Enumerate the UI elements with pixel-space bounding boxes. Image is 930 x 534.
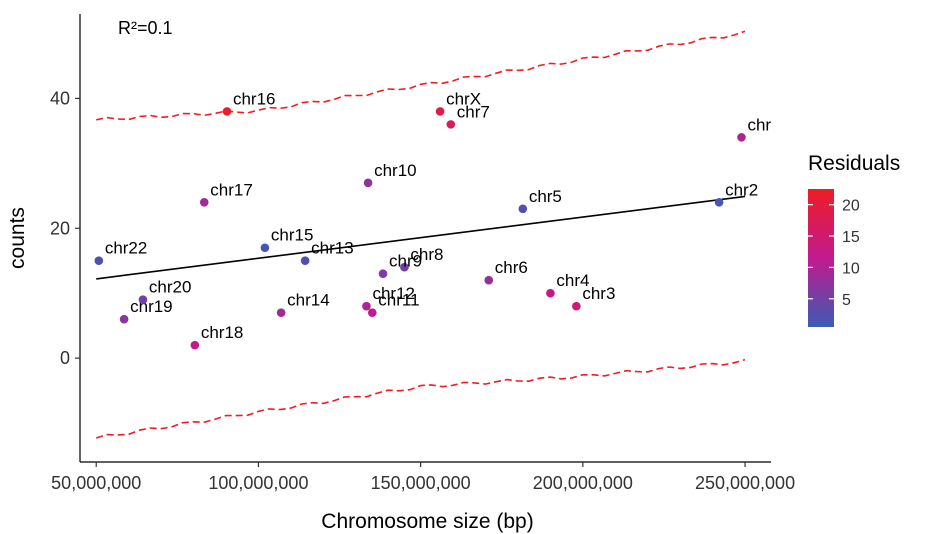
point-label-chr20: chr20: [149, 278, 192, 297]
y-tick-label: 20: [50, 218, 70, 238]
point-label-chr19: chr19: [130, 297, 173, 316]
point-label-chr4: chr4: [556, 271, 589, 290]
data-point-chr20: [138, 295, 148, 304]
upper-prediction-band: [96, 30, 746, 121]
point-label-chr16: chr16: [233, 89, 276, 108]
data-point-chr19: [119, 314, 129, 324]
data-point-chr6: [484, 275, 494, 285]
x-tick-label: 100,000,000: [208, 473, 308, 493]
data-point-chr4: [546, 288, 555, 298]
point-label-chr2: chr2: [725, 180, 758, 199]
point-label-chr8: chr8: [410, 245, 443, 264]
point-label-chr22: chr22: [105, 239, 148, 258]
point-label-chr3: chr3: [582, 284, 615, 303]
data-point-chr5: [518, 204, 528, 214]
legend-ticks: 5 10 15 20: [808, 198, 860, 309]
data-point-chr9: [378, 269, 388, 279]
data-point-chr1: [737, 133, 746, 142]
regression-line: [96, 195, 746, 280]
y-tick-label: 0: [60, 348, 70, 368]
plot-area: 0 20 40 50,000,000 100,000,000 150,000,000 200…: [6, 14, 795, 533]
data-point-chr15: [260, 243, 270, 253]
x-tick-label: 250,000,000: [695, 473, 795, 493]
data-point-chr18: [190, 340, 200, 350]
point-label-chr11: chr11: [378, 291, 419, 310]
x-tick-label: 50,000,000: [51, 473, 141, 493]
data-point-chr17: [199, 197, 209, 207]
point-label-chr9: chr9: [389, 252, 422, 271]
x-axis-title: Chromosome size (bp): [321, 510, 533, 533]
data-point-chr16: [222, 107, 232, 116]
point-label-chr14: chr14: [287, 291, 330, 310]
data-point-chr10: [363, 178, 373, 188]
x-tick-label: 200,000,000: [533, 473, 633, 493]
data-point-chr12: [362, 301, 371, 311]
point-label-chr15: chr15: [271, 226, 314, 245]
legend-tick-label: 15: [842, 229, 860, 246]
point-label-chr6: chr6: [495, 258, 528, 277]
data-point-chr3: [572, 301, 581, 311]
data-point-chr13: [300, 256, 310, 266]
legend-tick-label: 20: [842, 198, 860, 215]
legend-tick-label: 5: [842, 292, 851, 309]
data-point-chr7: [446, 120, 456, 129]
y-tick-label: 40: [50, 88, 70, 108]
point-label-chr1: chr: [747, 115, 771, 134]
point-label-chr5: chr5: [529, 187, 562, 206]
data-point-chr2: [714, 197, 724, 207]
legend: Residuals 5 10 15 20: [808, 152, 900, 327]
data-point-chr22: [94, 256, 104, 266]
y-axis-title: counts: [6, 207, 29, 269]
x-tick-label: 150,000,000: [371, 473, 471, 493]
point-label-chr17: chr17: [210, 180, 253, 199]
legend-colorbar: [808, 189, 834, 327]
legend-tick-label: 10: [842, 260, 860, 277]
point-label-chr12: chr12: [372, 284, 415, 303]
legend-title: Residuals: [808, 152, 900, 175]
point-label-chrX: chrX: [446, 89, 481, 108]
point-label-chr7: chr7: [457, 102, 490, 121]
data-point-chr8: [400, 262, 409, 272]
data-point-chr11: [367, 308, 377, 317]
r-squared-annotation: R²=0.1: [118, 18, 173, 38]
data-point-chrX: [435, 107, 445, 116]
point-label-chr13: chr13: [311, 239, 354, 258]
lower-prediction-band: [95, 358, 746, 439]
point-label-chr10: chr10: [374, 161, 417, 180]
data-point-chr14: [276, 308, 286, 317]
point-label-chr18: chr18: [201, 323, 244, 342]
